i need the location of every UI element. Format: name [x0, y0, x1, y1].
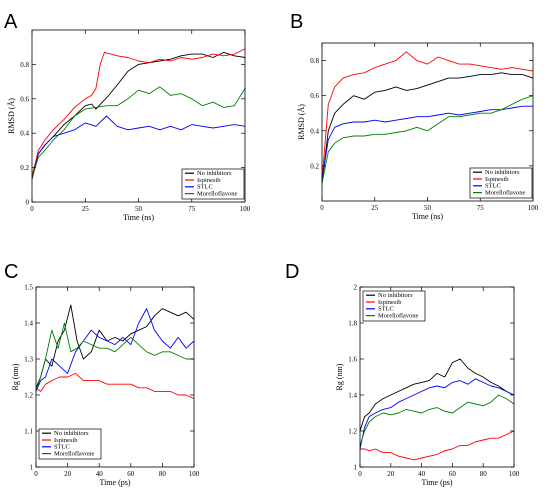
x-tick-label: 100 — [509, 470, 520, 478]
y-axis-label: Rg (nm) — [335, 363, 344, 390]
x-tick-label: 75 — [188, 205, 196, 213]
series-line-morelloflavone — [321, 95, 534, 184]
panel-c: C 0 20 40 60 80 100 1 1.1 1.2 1.3 1.4 1.5 Time (ps) Rg… — [4, 261, 200, 487]
plot-frame — [359, 286, 515, 468]
y-axis-label: RMSD (Å) — [297, 104, 306, 140]
x-tick-label: 40 — [418, 470, 426, 478]
legend-label: Ispinesib — [197, 177, 220, 184]
legend-label: No inhibitors — [54, 430, 89, 437]
legend-label: Morelloflavone — [378, 312, 419, 319]
y-tick-label: 1.2 — [24, 392, 33, 400]
x-tick-label: 25 — [371, 204, 379, 212]
legend-label: Ispinesib — [378, 299, 401, 306]
panel-b: B 0 25 50 75 100 0.2 0.4 0.6 0.8 Time (ns) RMSD (Å)… — [290, 11, 539, 221]
panel-d: D 0 20 40 60 80 100 1 1.2 1.4 1.6 1.8 2 Time (ps) Rg (… — [285, 261, 520, 487]
x-axis-label: Time (ns) — [412, 212, 443, 221]
y-tick-label: 0.4 — [20, 130, 29, 138]
series-line-morelloflavone — [359, 394, 515, 446]
series-line-stlc — [35, 308, 195, 392]
plot-frame — [35, 286, 195, 468]
series-line-ispinesib — [35, 372, 195, 400]
y-tick-label: 1.1 — [24, 428, 33, 436]
y-tick-label: 1.2 — [348, 428, 357, 436]
x-axis-label: Time (ns) — [123, 213, 154, 222]
x-tick-label: 20 — [64, 470, 72, 478]
x-axis-label: Time (ps) — [421, 478, 452, 487]
x-tick-label: 50 — [424, 204, 432, 212]
legend-label: STLC — [485, 183, 501, 190]
y-tick-label: 1.4 — [24, 320, 33, 328]
x-tick-label: 60 — [127, 470, 135, 478]
legend-label: No inhibitors — [197, 170, 232, 177]
x-tick-label: 60 — [449, 470, 457, 478]
legend-label: No inhibitors — [378, 292, 413, 299]
x-tick-label: 80 — [159, 470, 167, 478]
x-tick-label: 0 — [30, 205, 34, 213]
y-tick-label: 0.4 — [310, 127, 319, 135]
x-tick-label: 0 — [34, 470, 38, 478]
legend-label: Ispinesib — [485, 176, 508, 183]
x-tick-label: 100 — [240, 205, 251, 213]
y-tick-label: 0.8 — [20, 61, 29, 69]
y-axis-label: Rg (nm) — [11, 363, 20, 390]
series-line-no-inhibitors — [359, 358, 515, 432]
series-line-morelloflavone — [31, 86, 246, 179]
panel-a: A 0 25 50 75 100 0 0.2 0.4 0.6 0.8 Time (ns) RMSD (Å… — [4, 11, 251, 222]
series-line-no-inhibitors — [31, 51, 246, 177]
y-tick-label: 0.2 — [20, 164, 29, 172]
y-axis-label: RMSD (Å) — [7, 98, 16, 134]
x-tick-label: 25 — [82, 205, 90, 213]
series-line-ispinesib — [321, 51, 534, 180]
x-tick-label: 100 — [528, 204, 539, 212]
y-tick-label: 1 — [30, 464, 34, 472]
series-line-ispinesib — [31, 48, 246, 177]
legend-label: Ispinesib — [54, 437, 77, 444]
panel-letter: D — [285, 261, 299, 283]
y-tick-label: 1.6 — [348, 356, 357, 364]
series-line-stlc — [321, 105, 533, 180]
legend-box — [38, 428, 102, 460]
legend-label: Morelloflavone — [485, 189, 526, 196]
y-tick-label: 0.6 — [310, 92, 319, 100]
x-tick-label: 75 — [477, 204, 485, 212]
x-tick-label: 50 — [135, 205, 143, 213]
y-tick-label: 0 — [26, 199, 30, 207]
legend-label: STLC — [54, 444, 70, 451]
series-line-stlc — [359, 378, 515, 450]
y-tick-label: 0.8 — [310, 57, 319, 65]
x-tick-label: 0 — [320, 204, 324, 212]
y-tick-label: 1.5 — [24, 284, 33, 292]
y-tick-label: 0.6 — [20, 95, 29, 103]
x-axis-label: Time (ps) — [99, 478, 130, 487]
legend-label: Morelloflavone — [54, 450, 95, 457]
y-tick-label: 1.3 — [24, 356, 33, 364]
series-line-ispinesib — [360, 430, 515, 461]
legend-label: Morelloflavone — [197, 190, 238, 197]
y-tick-label: 2 — [354, 284, 358, 292]
legend-label: No inhibitors — [485, 169, 520, 176]
panel-letter: C — [4, 261, 18, 283]
x-tick-label: 80 — [480, 470, 488, 478]
x-tick-label: 40 — [96, 470, 104, 478]
series-line-no-inhibitors — [35, 304, 195, 388]
series-line-morelloflavone — [35, 322, 194, 392]
y-tick-label: 1.4 — [348, 392, 357, 400]
legend-label: STLC — [378, 306, 394, 313]
x-tick-label: 0 — [358, 470, 362, 478]
y-tick-label: 1.8 — [348, 320, 357, 328]
panel-letter: B — [290, 11, 303, 33]
x-tick-label: 20 — [387, 470, 395, 478]
y-tick-label: 0.2 — [310, 162, 319, 170]
y-tick-label: 1 — [354, 464, 358, 472]
x-tick-label: 100 — [189, 470, 200, 478]
series-line-no-inhibitors — [321, 72, 534, 184]
legend-label: STLC — [197, 184, 213, 191]
panel-letter: A — [4, 11, 18, 33]
